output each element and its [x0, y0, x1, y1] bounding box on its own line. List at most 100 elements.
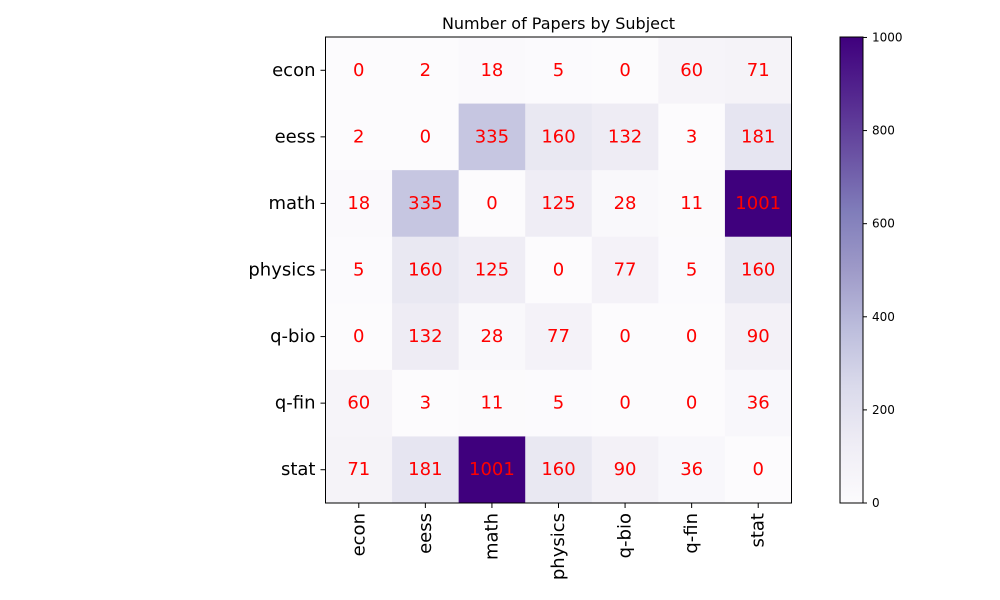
chart-title: Number of Papers by Subject [442, 14, 675, 33]
cell-value-label: 36 [747, 393, 770, 414]
x-tick-label: math [481, 513, 502, 560]
cell-value-label: 2 [353, 126, 364, 147]
cell-value-label: 181 [741, 126, 775, 147]
cell-value-label: 0 [353, 60, 364, 81]
heatmap-cell [658, 369, 726, 437]
heatmap-cell [392, 37, 460, 104]
cell-value-label: 1001 [735, 193, 781, 214]
cell-value-label: 60 [680, 60, 703, 81]
heatmap-cell-labels: 0 2 18 5 0 60 71 2 0 335 160 132 3 181 18 335 0 125 28 11 10… [347, 60, 781, 480]
y-tick-label: econ [272, 60, 315, 81]
heatmap-cell [458, 436, 526, 504]
heatmap-cell [591, 369, 659, 437]
y-tick-label: q-bio [270, 326, 315, 347]
cell-value-label: 5 [553, 60, 564, 81]
cell-value-label: 0 [686, 393, 697, 414]
cell-value-label: 0 [619, 326, 630, 347]
cell-value-label: 3 [420, 393, 431, 414]
cell-value-label: 5 [353, 260, 364, 281]
heatmap-cell [392, 369, 460, 437]
cell-value-label: 90 [614, 459, 637, 480]
colorbar-tick-label: 1000 [872, 30, 903, 44]
x-tick-label: physics [548, 513, 569, 580]
colorbar-tick-label: 200 [872, 403, 895, 417]
heatmap-cell [591, 303, 659, 371]
heatmap-cell [591, 436, 659, 504]
x-tick-label: eess [415, 513, 436, 554]
heatmap-cell [724, 236, 792, 304]
plot-frame [325, 36, 792, 504]
heatmap-cell [525, 170, 593, 238]
cell-value-label: 160 [541, 126, 575, 147]
heatmap-cell [458, 236, 526, 304]
heatmap-cell [458, 37, 526, 104]
heatmap-cell [525, 37, 593, 104]
y-tick-label: stat [281, 459, 316, 480]
y-tick-label: eess [275, 126, 316, 147]
x-axis: econ eess math physics q-bio q-fin stat [348, 503, 769, 580]
cell-value-label: 125 [475, 260, 509, 281]
heatmap-cell [525, 436, 593, 504]
cell-value-label: 181 [408, 459, 442, 480]
y-tick-label: q-fin [275, 393, 316, 414]
cell-value-label: 5 [686, 260, 697, 281]
cell-value-label: 0 [420, 126, 431, 147]
x-tick-label: q-bio [615, 513, 636, 558]
cell-value-label: 335 [408, 193, 442, 214]
heatmap-cell [525, 103, 593, 171]
heatmap-cell [658, 170, 726, 238]
heatmap-cell [658, 236, 726, 304]
cell-value-label: 160 [741, 260, 775, 281]
heatmap-cell [724, 369, 792, 437]
cell-value-label: 28 [614, 193, 637, 214]
heatmap-cell [458, 303, 526, 371]
heatmap-cell [458, 369, 526, 437]
heatmap-cell [325, 303, 393, 371]
cell-value-label: 90 [747, 326, 770, 347]
colorbar: 0 200 400 600 800 1000 [839, 30, 903, 510]
cell-value-label: 0 [353, 326, 364, 347]
cell-value-label: 160 [408, 260, 442, 281]
x-tick-label: econ [348, 513, 369, 556]
heatmap-cell [525, 236, 593, 304]
heatmap-cell [591, 103, 659, 171]
heatmap-cell [724, 303, 792, 371]
heatmap-cell [325, 369, 393, 437]
heatmap-cell [325, 103, 393, 171]
colorbar-gradient [839, 36, 864, 504]
cell-value-label: 2 [420, 60, 431, 81]
cell-value-label: 71 [347, 459, 370, 480]
heatmap-cell [591, 236, 659, 304]
cell-value-label: 18 [347, 193, 370, 214]
x-tick-label: q-fin [681, 513, 702, 554]
heatmap-cell [658, 103, 726, 171]
cell-value-label: 132 [608, 126, 642, 147]
y-tick-label: physics [248, 260, 315, 281]
cell-value-label: 0 [553, 260, 564, 281]
heatmap-cell [458, 170, 526, 238]
x-tick-label: stat [748, 513, 769, 548]
cell-value-label: 335 [475, 126, 509, 147]
heatmap-cell [458, 103, 526, 171]
cell-value-label: 36 [680, 459, 703, 480]
heatmap-cell [658, 37, 726, 104]
cell-value-label: 18 [480, 60, 503, 81]
cell-value-label: 0 [752, 459, 763, 480]
colorbar-tick-label: 600 [872, 217, 895, 231]
cell-value-label: 5 [553, 393, 564, 414]
heatmap-cell [325, 236, 393, 304]
cell-value-label: 0 [619, 60, 630, 81]
cell-value-label: 125 [541, 193, 575, 214]
cell-value-label: 1001 [469, 459, 515, 480]
cell-value-label: 0 [619, 393, 630, 414]
heatmap-cell [724, 37, 792, 104]
cell-value-label: 0 [686, 326, 697, 347]
heatmap-cell [392, 170, 460, 238]
cell-value-label: 3 [686, 126, 697, 147]
heatmap-cell [392, 303, 460, 371]
cell-value-label: 28 [480, 326, 503, 347]
cell-value-label: 0 [486, 193, 497, 214]
heatmap-cell [591, 170, 659, 238]
heatmap-cell [325, 170, 393, 238]
